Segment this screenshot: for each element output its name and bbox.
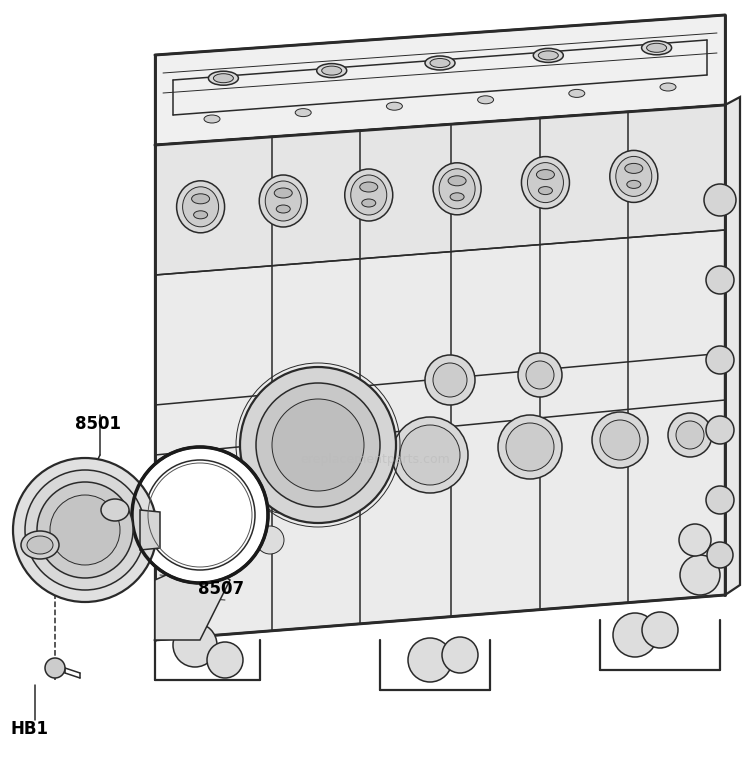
Ellipse shape xyxy=(616,157,652,196)
Ellipse shape xyxy=(660,83,676,91)
Ellipse shape xyxy=(625,164,643,173)
Circle shape xyxy=(442,637,478,673)
Ellipse shape xyxy=(345,169,393,221)
Circle shape xyxy=(408,638,452,682)
Polygon shape xyxy=(155,560,230,640)
Ellipse shape xyxy=(450,193,464,201)
Ellipse shape xyxy=(362,199,376,207)
Ellipse shape xyxy=(527,163,563,203)
Circle shape xyxy=(706,486,734,514)
Circle shape xyxy=(132,447,268,583)
Text: HB1: HB1 xyxy=(10,720,48,738)
Ellipse shape xyxy=(322,66,342,75)
Circle shape xyxy=(25,470,145,590)
Circle shape xyxy=(240,367,396,523)
Circle shape xyxy=(433,363,467,397)
Ellipse shape xyxy=(194,210,208,219)
Ellipse shape xyxy=(641,41,671,55)
Circle shape xyxy=(526,361,554,389)
Ellipse shape xyxy=(568,89,585,98)
Ellipse shape xyxy=(439,169,475,209)
Ellipse shape xyxy=(209,71,238,86)
Polygon shape xyxy=(155,105,725,275)
Circle shape xyxy=(707,542,733,568)
Circle shape xyxy=(392,417,468,493)
Ellipse shape xyxy=(191,194,209,204)
Circle shape xyxy=(642,612,678,648)
Circle shape xyxy=(13,458,157,602)
Circle shape xyxy=(506,423,554,471)
Ellipse shape xyxy=(101,499,129,521)
Polygon shape xyxy=(140,510,160,550)
Circle shape xyxy=(706,416,734,444)
Polygon shape xyxy=(725,97,740,595)
Ellipse shape xyxy=(276,205,290,213)
Circle shape xyxy=(706,346,734,374)
Circle shape xyxy=(37,482,133,578)
Circle shape xyxy=(256,466,284,494)
Ellipse shape xyxy=(266,181,302,221)
Ellipse shape xyxy=(425,56,455,70)
Ellipse shape xyxy=(360,182,378,192)
Text: ereplacementparts.com: ereplacementparts.com xyxy=(300,453,450,466)
Circle shape xyxy=(256,383,380,507)
Circle shape xyxy=(272,399,364,491)
Circle shape xyxy=(679,524,711,556)
Circle shape xyxy=(668,413,712,457)
Ellipse shape xyxy=(316,64,346,78)
Ellipse shape xyxy=(351,175,387,215)
Circle shape xyxy=(145,460,255,570)
Circle shape xyxy=(400,425,460,485)
Circle shape xyxy=(518,353,562,397)
Ellipse shape xyxy=(521,157,569,209)
Circle shape xyxy=(50,495,120,565)
Circle shape xyxy=(706,266,734,294)
Ellipse shape xyxy=(182,187,218,227)
Circle shape xyxy=(676,421,704,449)
Ellipse shape xyxy=(610,151,658,202)
Polygon shape xyxy=(155,15,725,145)
Ellipse shape xyxy=(433,163,481,215)
Ellipse shape xyxy=(627,180,640,188)
Ellipse shape xyxy=(386,102,403,111)
Ellipse shape xyxy=(538,186,553,195)
Circle shape xyxy=(256,526,284,554)
Ellipse shape xyxy=(21,531,59,559)
Ellipse shape xyxy=(176,181,224,233)
Circle shape xyxy=(600,420,640,460)
Ellipse shape xyxy=(430,58,450,67)
Circle shape xyxy=(207,642,243,678)
Ellipse shape xyxy=(274,188,292,198)
Ellipse shape xyxy=(533,48,563,62)
Circle shape xyxy=(164,474,196,506)
Ellipse shape xyxy=(646,43,667,52)
Polygon shape xyxy=(155,105,725,640)
Text: 8501: 8501 xyxy=(75,415,121,433)
Ellipse shape xyxy=(538,51,558,60)
Ellipse shape xyxy=(296,108,311,117)
Ellipse shape xyxy=(448,176,466,185)
Circle shape xyxy=(592,412,648,468)
Circle shape xyxy=(680,555,720,595)
Ellipse shape xyxy=(214,73,233,83)
Circle shape xyxy=(162,542,198,578)
Circle shape xyxy=(45,658,65,678)
Circle shape xyxy=(173,623,217,667)
Ellipse shape xyxy=(27,536,53,554)
Circle shape xyxy=(704,184,736,216)
Ellipse shape xyxy=(536,170,554,179)
Circle shape xyxy=(613,613,657,657)
Ellipse shape xyxy=(260,175,308,227)
Circle shape xyxy=(498,415,562,479)
Ellipse shape xyxy=(204,115,220,123)
Text: 8507: 8507 xyxy=(198,580,244,598)
Circle shape xyxy=(425,355,475,405)
Ellipse shape xyxy=(478,96,494,104)
